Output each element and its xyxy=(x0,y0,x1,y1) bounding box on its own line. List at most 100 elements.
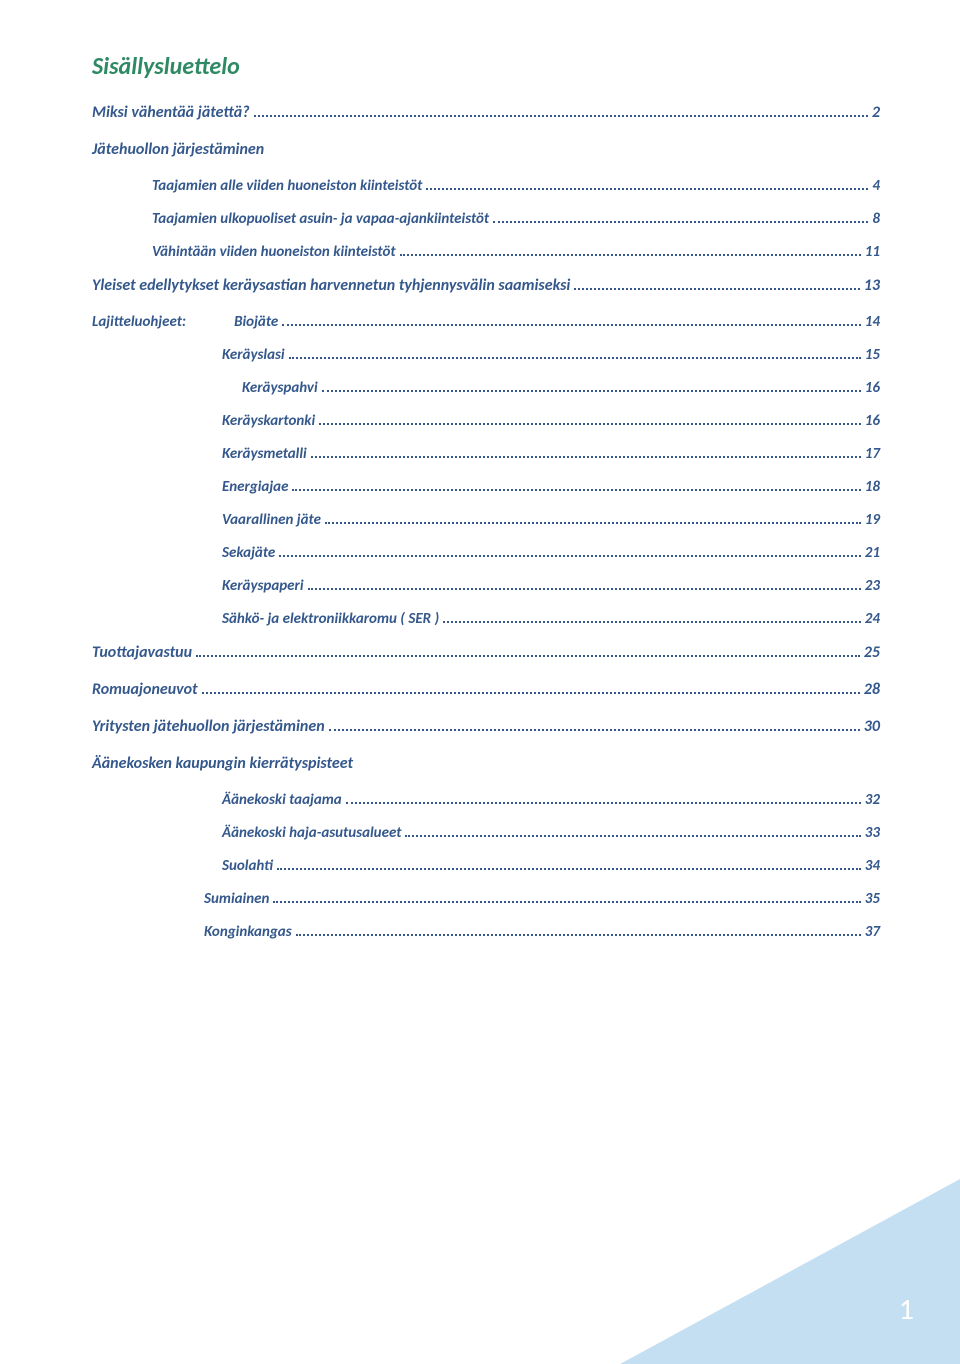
toc-entry-text: Jätehuollon järjestäminen xyxy=(92,140,264,159)
toc-entry-text: Keräyskartonki xyxy=(222,412,315,430)
toc-entry: Taajamien ulkopuoliset asuin- ja vapaa-a… xyxy=(92,210,880,228)
toc-entry: Vaarallinen jäte 19 xyxy=(92,511,880,529)
toc-entry-text: Keräysmetalli xyxy=(222,445,307,463)
toc-entry: Romuajoneuvot 28 xyxy=(92,680,880,699)
toc-entry-page: 37 xyxy=(865,923,880,941)
toc-entry-page: 33 xyxy=(865,824,880,842)
toc-leader-dots xyxy=(273,901,860,903)
toc-leader-dots xyxy=(254,115,868,117)
toc-leader-dots xyxy=(574,288,859,290)
toc-entry-page: 18 xyxy=(865,478,880,496)
toc-entry: Energiajae 18 xyxy=(92,478,880,496)
page-corner-decoration xyxy=(620,1179,960,1364)
toc-leader-dots xyxy=(322,390,861,392)
toc-entry-page: 21 xyxy=(865,544,880,562)
toc-entry-text: Yritysten jätehuollon järjestäminen xyxy=(92,717,325,736)
toc-entry: Keräyspaperi 23 xyxy=(92,577,880,595)
toc-leader-dots xyxy=(311,456,861,458)
toc-entry-text: Yleiset edellytykset keräysastian harven… xyxy=(92,276,570,295)
toc-entry-page: 28 xyxy=(864,680,880,699)
toc-leader-dots xyxy=(325,522,861,524)
toc-entry: Suolahti 34 xyxy=(92,857,880,875)
toc-entry-page: 16 xyxy=(865,379,880,397)
toc-entry: Äänekosken kaupungin kierrätyspisteet xyxy=(92,754,880,773)
toc-entry-page: 32 xyxy=(865,791,880,809)
toc-entry: Jätehuollon järjestäminen xyxy=(92,140,880,159)
toc-leader-dots xyxy=(329,729,860,731)
toc-entry: Vähintään viiden huoneiston kiinteistöt … xyxy=(92,243,880,261)
toc-entry-page: 19 xyxy=(865,511,880,529)
toc-entry-text: Sumiainen xyxy=(204,890,269,908)
toc-leader-dots xyxy=(308,588,861,590)
toc-entry-page: 34 xyxy=(865,857,880,875)
toc-entry: Yritysten jätehuollon järjestäminen 30 xyxy=(92,717,880,736)
toc-entry-page: 25 xyxy=(864,643,880,662)
toc-title: Sisällysluettelo xyxy=(92,52,880,81)
toc-entry-page: 17 xyxy=(865,445,880,463)
toc-leader-dots xyxy=(296,934,861,936)
toc-entry-page: 24 xyxy=(865,610,880,628)
toc-leader-dots xyxy=(196,655,860,657)
toc-entry-page: 23 xyxy=(865,577,880,595)
toc-entry: Sähkö- ja elektroniikkaromu ( SER ) 24 xyxy=(92,610,880,628)
toc-leader-dots xyxy=(289,357,861,359)
toc-entry-text: Taajamien alle viiden huoneiston kiintei… xyxy=(152,177,422,195)
toc-list: Miksi vähentää jätettä? 2 Jätehuollon jär… xyxy=(92,103,880,941)
toc-entry-text: Tuottajavastuu xyxy=(92,643,192,662)
toc-leader-dots xyxy=(202,692,860,694)
toc-entry-page: 15 xyxy=(865,346,880,364)
toc-entry-page: 35 xyxy=(865,890,880,908)
toc-entry-text: Biojäte xyxy=(234,313,278,331)
toc-entry-page: 4 xyxy=(872,177,880,195)
toc-entry-text: Keräyspahvi xyxy=(242,379,318,397)
toc-entry-text: Vähintään viiden huoneiston kiinteistöt xyxy=(152,243,396,261)
toc-leader-dots xyxy=(346,802,861,804)
toc-entry-page: 8 xyxy=(872,210,880,228)
toc-entry-text: Äänekoski haja-asutusalueet xyxy=(222,824,401,842)
toc-leader-dots xyxy=(292,489,860,491)
toc-entry-page: 30 xyxy=(864,717,880,736)
toc-entry-text: Taajamien ulkopuoliset asuin- ja vapaa-a… xyxy=(152,210,489,228)
toc-leader-dots xyxy=(443,621,861,623)
toc-leader-dots xyxy=(405,835,860,837)
toc-entry-page: 13 xyxy=(864,276,880,295)
toc-entry-text: Romuajoneuvot xyxy=(92,680,198,699)
toc-entry: Taajamien alle viiden huoneiston kiintei… xyxy=(92,177,880,195)
toc-entry-page: 14 xyxy=(865,313,880,331)
toc-leader-dots xyxy=(319,423,861,425)
toc-entry: Sumiainen 35 xyxy=(92,890,880,908)
toc-entry-text: Äänekosken kaupungin kierrätyspisteet xyxy=(92,754,353,773)
toc-entry: Äänekoski taajama 32 xyxy=(92,791,880,809)
toc-leader-dots xyxy=(277,868,861,870)
toc-leader-dots xyxy=(279,555,861,557)
toc-entry: Äänekoski haja-asutusalueet 33 xyxy=(92,824,880,842)
toc-entry: Keräysmetalli 17 xyxy=(92,445,880,463)
toc-entry-text: Energiajae xyxy=(222,478,288,496)
toc-entry-text: Keräyslasi xyxy=(222,346,285,364)
toc-entry: Konginkangas 37 xyxy=(92,923,880,941)
toc-leader-dots xyxy=(493,221,868,223)
toc-entry: Miksi vähentää jätettä? 2 xyxy=(92,103,880,122)
toc-entry-text: Keräyspaperi xyxy=(222,577,304,595)
page-number: 1 xyxy=(899,1291,914,1328)
toc-entry-page: 11 xyxy=(865,243,880,261)
toc-entry-text: Sähkö- ja elektroniikkaromu ( SER ) xyxy=(222,610,439,628)
toc-entry: Yleiset edellytykset keräysastian harven… xyxy=(92,276,880,295)
toc-leader-dots xyxy=(282,324,861,326)
toc-entry: Lajitteluohjeet: Biojäte 14 xyxy=(92,313,880,331)
toc-leader-dots xyxy=(400,254,861,256)
toc-entry: Sekajäte 21 xyxy=(92,544,880,562)
toc-entry-text: Suolahti xyxy=(222,857,273,875)
toc-entry: Keräyslasi 15 xyxy=(92,346,880,364)
toc-entry-label: Lajitteluohjeet: xyxy=(92,313,186,331)
toc-entry-page: 2 xyxy=(872,103,880,122)
toc-entry: Keräyskartonki 16 xyxy=(92,412,880,430)
toc-entry-text: Konginkangas xyxy=(204,923,292,941)
toc-leader-dots xyxy=(426,188,868,190)
toc-entry-text: Äänekoski taajama xyxy=(222,791,342,809)
toc-entry-text: Miksi vähentää jätettä? xyxy=(92,103,250,122)
toc-entry: Tuottajavastuu 25 xyxy=(92,643,880,662)
toc-entry: Keräyspahvi 16 xyxy=(92,379,880,397)
toc-entry-text: Sekajäte xyxy=(222,544,275,562)
toc-entry-text: Vaarallinen jäte xyxy=(222,511,321,529)
